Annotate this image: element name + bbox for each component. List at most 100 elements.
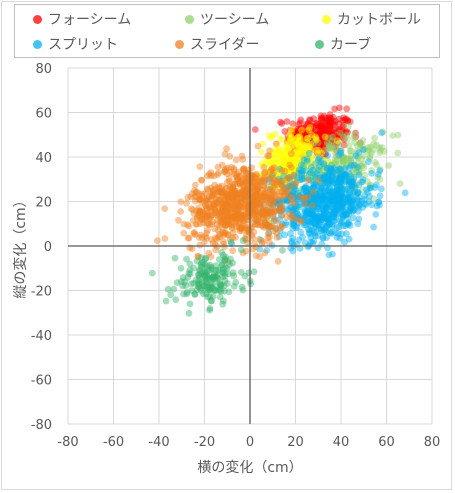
data-point [204, 272, 211, 280]
data-point [317, 129, 324, 137]
data-point [316, 167, 324, 174]
data-point [318, 123, 326, 130]
data-point [204, 286, 212, 294]
data-point [325, 215, 333, 223]
data-point [287, 160, 295, 168]
data-point [314, 155, 322, 162]
data-point [327, 182, 334, 190]
data-point [260, 196, 267, 204]
data-point [208, 274, 216, 281]
data-point [288, 134, 296, 142]
data-point [224, 211, 231, 219]
data-point [315, 195, 323, 203]
data-point [283, 198, 291, 205]
data-point [336, 200, 343, 208]
data-point [273, 181, 281, 189]
data-point [223, 170, 231, 178]
data-point [320, 196, 328, 204]
data-point [295, 142, 302, 150]
data-point [259, 211, 267, 219]
data-point [227, 238, 235, 246]
data-point [263, 222, 270, 230]
data-point [209, 191, 217, 199]
data-point [222, 166, 229, 174]
data-point [278, 182, 286, 190]
data-point [196, 220, 204, 228]
data-point [359, 186, 366, 194]
data-point [344, 172, 351, 180]
data-point [310, 145, 317, 153]
data-point [299, 156, 307, 164]
data-point [287, 173, 294, 181]
data-point [257, 197, 265, 205]
data-point [240, 217, 248, 225]
data-point [332, 129, 339, 137]
data-point [305, 170, 313, 178]
data-point [237, 224, 245, 232]
data-point [209, 218, 217, 226]
data-point [240, 192, 248, 200]
data-point [312, 180, 319, 188]
data-point [316, 179, 324, 187]
data-point [325, 170, 333, 178]
data-point [344, 178, 352, 186]
data-point [208, 190, 216, 198]
data-point [282, 155, 290, 163]
data-point [219, 213, 227, 220]
data-point [255, 173, 263, 181]
data-point [300, 162, 307, 170]
data-point [303, 138, 311, 146]
data-point [185, 234, 193, 242]
data-point [196, 241, 204, 249]
data-point [307, 154, 315, 162]
data-point [323, 136, 331, 144]
data-point [334, 194, 342, 201]
data-point [218, 261, 226, 269]
data-point [341, 136, 348, 143]
data-point [351, 131, 358, 138]
data-point [325, 218, 333, 226]
data-point [250, 194, 258, 202]
data-point [291, 140, 299, 148]
data-point [321, 133, 329, 141]
data-point [234, 196, 242, 204]
data-point [303, 210, 311, 217]
data-point [148, 269, 156, 277]
data-point [216, 212, 224, 219]
data-point [255, 200, 263, 208]
data-point [307, 194, 314, 202]
data-point [201, 233, 209, 240]
data-point [336, 168, 343, 176]
data-point [337, 149, 345, 157]
data-point [255, 212, 263, 220]
data-point [232, 202, 240, 210]
data-point [299, 165, 306, 173]
data-point [328, 137, 336, 145]
data-point [311, 174, 319, 181]
data-point [191, 290, 199, 298]
data-point [327, 230, 335, 237]
data-point [319, 175, 327, 183]
data-point [339, 185, 347, 193]
data-point [252, 252, 260, 260]
data-point [221, 256, 229, 264]
data-point [253, 192, 261, 200]
data-point [328, 131, 336, 139]
data-points [148, 104, 409, 317]
data-point [337, 177, 344, 185]
data-point [250, 206, 257, 213]
data-point [187, 193, 195, 201]
data-point [339, 211, 347, 219]
data-point [282, 219, 290, 227]
data-point [224, 194, 232, 202]
data-point [352, 129, 359, 137]
data-point [161, 235, 169, 242]
data-point [334, 191, 342, 198]
data-point [327, 160, 335, 168]
data-point [252, 216, 260, 224]
data-point [229, 181, 237, 188]
data-point [332, 133, 340, 141]
data-point [213, 283, 221, 291]
data-point [211, 190, 219, 198]
data-point [299, 185, 307, 193]
